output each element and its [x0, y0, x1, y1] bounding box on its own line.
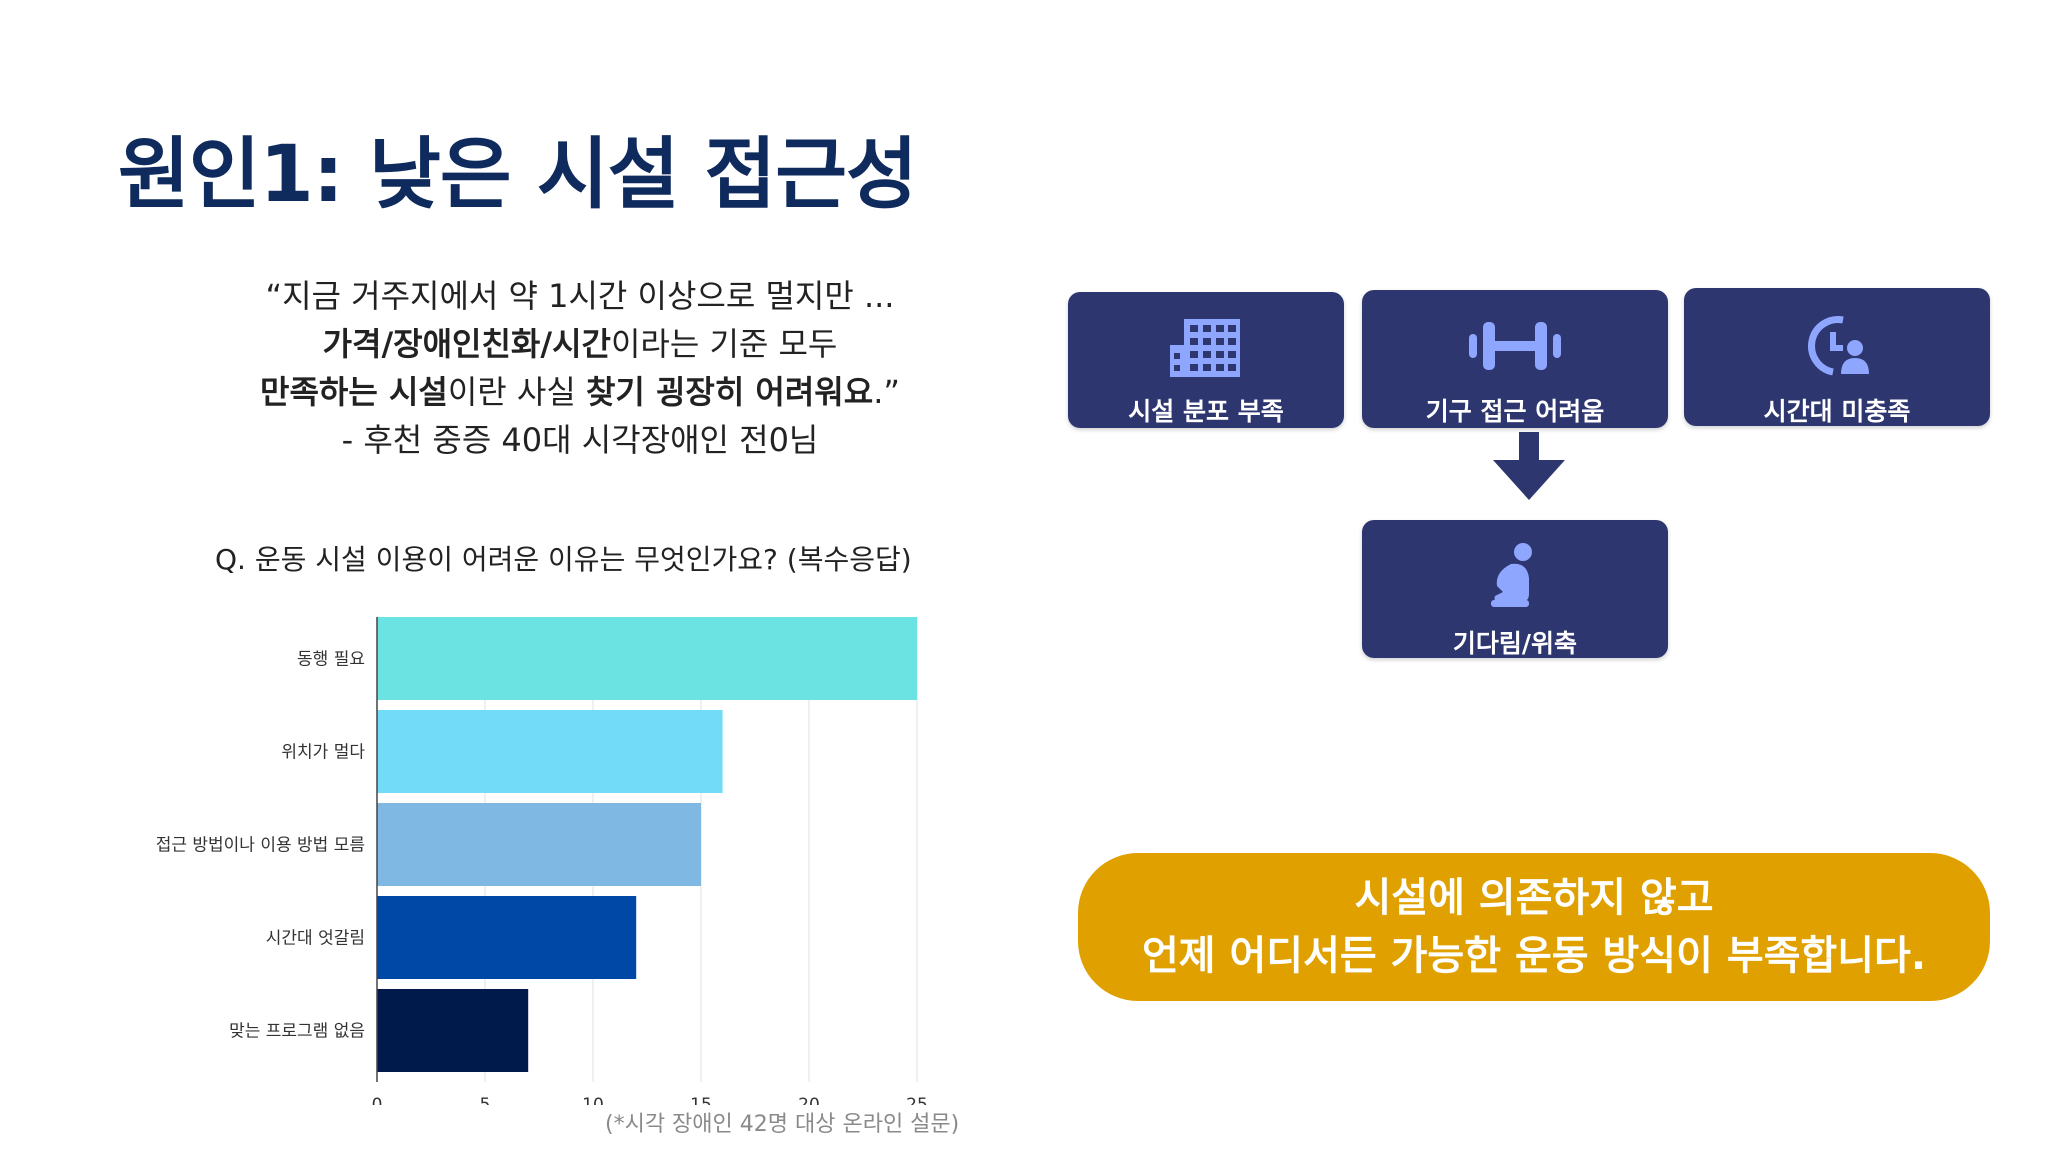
flow-box-facility-distribution: 시설 분포 부족 — [1068, 292, 1344, 428]
category-label: 동행 필요 — [297, 650, 365, 670]
flow-box-label: 기구 접근 어려움 — [1425, 397, 1605, 426]
building-icon — [1168, 314, 1244, 380]
page-title: 원인1: 낮은 시설 접근성 — [118, 130, 918, 220]
chart-bar — [377, 710, 723, 793]
quote-emphasis: 찾기 굉장히 어려워요 — [585, 373, 874, 411]
x-tick-label: 0 — [372, 1095, 383, 1105]
chart-bar — [377, 989, 529, 1072]
quote-text: 이란 사실 — [447, 373, 586, 411]
x-tick-label: 5 — [480, 1095, 491, 1105]
flow-box-waiting-intimidation: 기다림/위축 — [1362, 520, 1668, 658]
x-tick-label: 20 — [798, 1095, 820, 1105]
chart-bar — [377, 896, 637, 979]
user-quote: “지금 거주지에서 약 1시간 이상으로 멀지만 ... 가격/장애인친화/시간… — [200, 272, 960, 464]
conclusion-banner: 시설에 의존하지 않고 언제 어디서든 가능한 운동 방식이 부족합니다. — [1078, 853, 1990, 1001]
flow-box-label: 시간대 미충족 — [1763, 397, 1911, 426]
dumbbell-icon — [1467, 312, 1563, 380]
chart-bar — [377, 803, 701, 886]
crouching-person-icon — [1485, 542, 1545, 612]
conclusion-line-2: 언제 어디서든 가능한 운동 방식이 부족합니다. — [1141, 933, 1927, 979]
down-arrow-icon — [1493, 432, 1565, 500]
survey-question: Q. 운동 시설 이용이 어려운 이유는 무엇인가요? (복수응답) — [215, 543, 912, 576]
quote-emphasis: 만족하는 시설 — [260, 373, 448, 411]
conclusion-line-1: 시설에 의존하지 않고 — [1354, 875, 1714, 921]
x-tick-label: 25 — [906, 1095, 928, 1105]
category-label: 접근 방법이나 이용 방법 모름 — [156, 836, 365, 856]
quote-line-3: 만족하는 시설이란 사실 찾기 굉장히 어려워요.” — [200, 368, 960, 416]
chart-bar — [377, 617, 917, 700]
flow-box-label: 기다림/위축 — [1452, 629, 1578, 658]
quote-line-2: 가격/장애인친화/시간이라는 기준 모두 — [200, 320, 960, 368]
x-tick-label: 15 — [690, 1095, 712, 1105]
quote-text: 이라는 기준 모두 — [610, 325, 838, 363]
category-label: 맞는 프로그램 없음 — [229, 1022, 365, 1042]
category-label: 위치가 멀다 — [281, 743, 365, 763]
quote-line-1: “지금 거주지에서 약 1시간 이상으로 멀지만 ... — [265, 277, 895, 315]
quote-attribution: - 후천 중증 40대 시각장애인 전0님 — [341, 421, 819, 459]
quote-emphasis: 가격/장애인친화/시간 — [322, 325, 611, 363]
flow-box-time-slot: 시간대 미충족 — [1684, 288, 1990, 426]
clock-person-icon — [1799, 310, 1875, 380]
x-tick-label: 10 — [582, 1095, 604, 1105]
survey-note: (*시각 장애인 42명 대상 온라인 설문) — [605, 1112, 960, 1137]
quote-text: .” — [873, 373, 900, 411]
flow-box-label: 시설 분포 부족 — [1128, 397, 1284, 426]
flow-box-equipment-access: 기구 접근 어려움 — [1362, 290, 1668, 428]
category-label: 시간대 엇갈림 — [266, 929, 365, 949]
